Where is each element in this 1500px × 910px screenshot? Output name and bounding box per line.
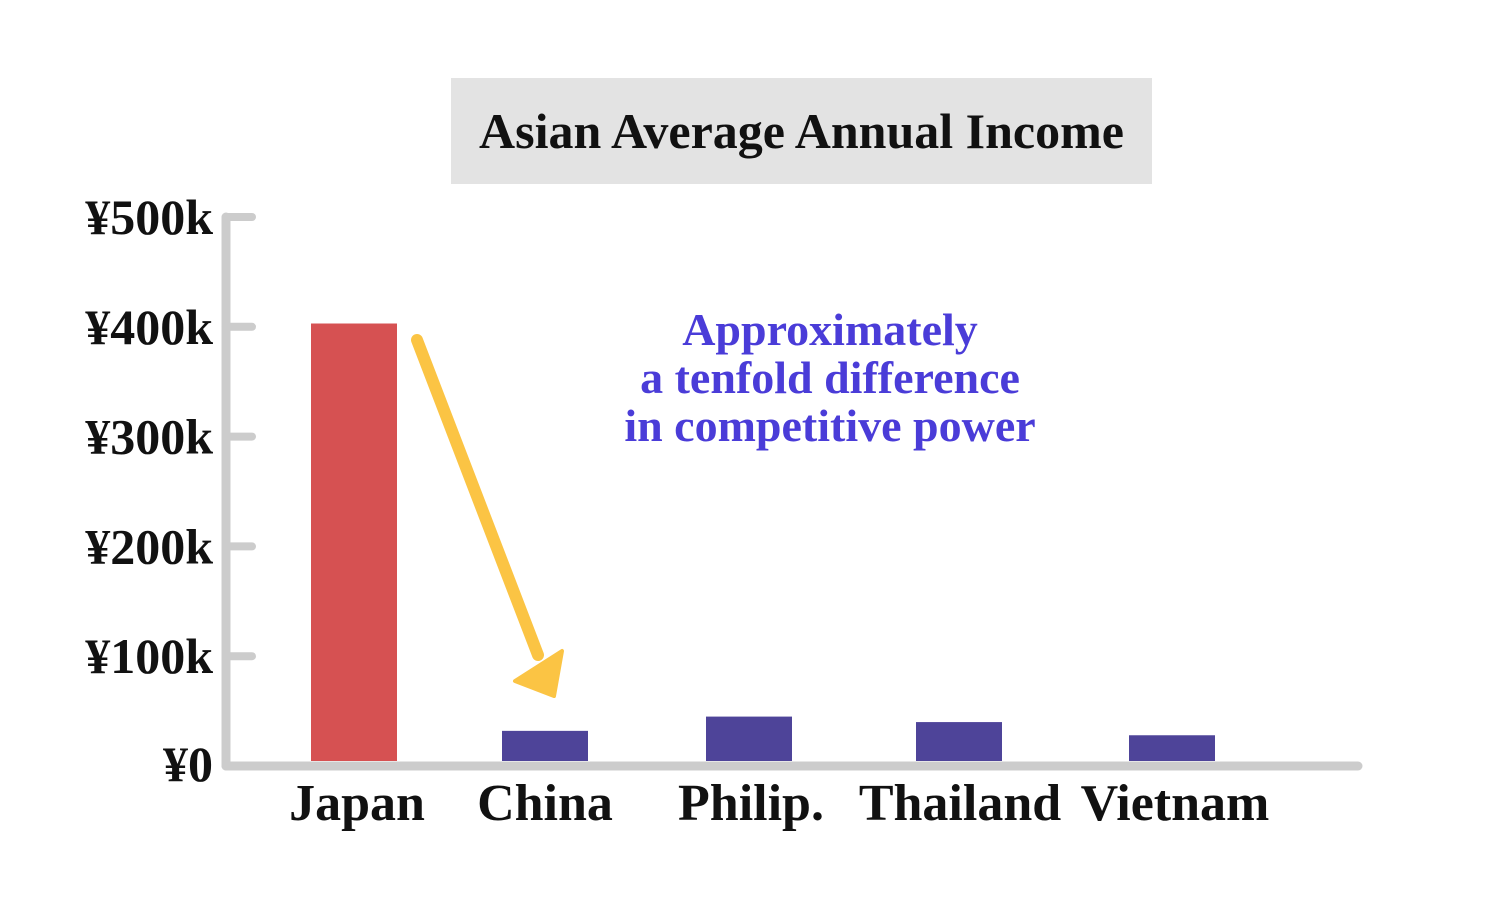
annotation-line-2: a tenfold difference (640, 352, 1020, 403)
x-tick-label: Thailand (859, 775, 1061, 832)
x-tick-label: China (477, 775, 613, 832)
bar-philip (706, 716, 792, 761)
bar-japan (311, 323, 397, 761)
chart-title-box: Asian Average Annual Income (451, 78, 1152, 184)
y-tick-label: ¥100k (85, 628, 213, 684)
arrow-head (513, 649, 564, 698)
y-tick-label: ¥300k (85, 409, 213, 465)
y-tick-label: ¥500k (85, 189, 213, 245)
x-tick-label: Vietnam (1081, 775, 1270, 832)
chart-title: Asian Average Annual Income (479, 103, 1124, 159)
x-tick-label: Japan (289, 775, 425, 832)
y-tick-label: ¥200k (85, 518, 213, 574)
annotation-line-3: in competitive power (624, 400, 1036, 451)
x-tick-label: Philip. (678, 775, 824, 832)
y-tick-label: ¥400k (85, 299, 213, 355)
y-tick-label: ¥0 (163, 736, 213, 792)
bar-thailand (916, 722, 1002, 761)
annotation-text: Approximately a tenfold difference in co… (560, 306, 1100, 450)
arrow-shaft (411, 334, 544, 661)
bar-china (502, 730, 588, 761)
bar-vietnam (1129, 735, 1215, 761)
annotation-line-1: Approximately (682, 304, 978, 355)
